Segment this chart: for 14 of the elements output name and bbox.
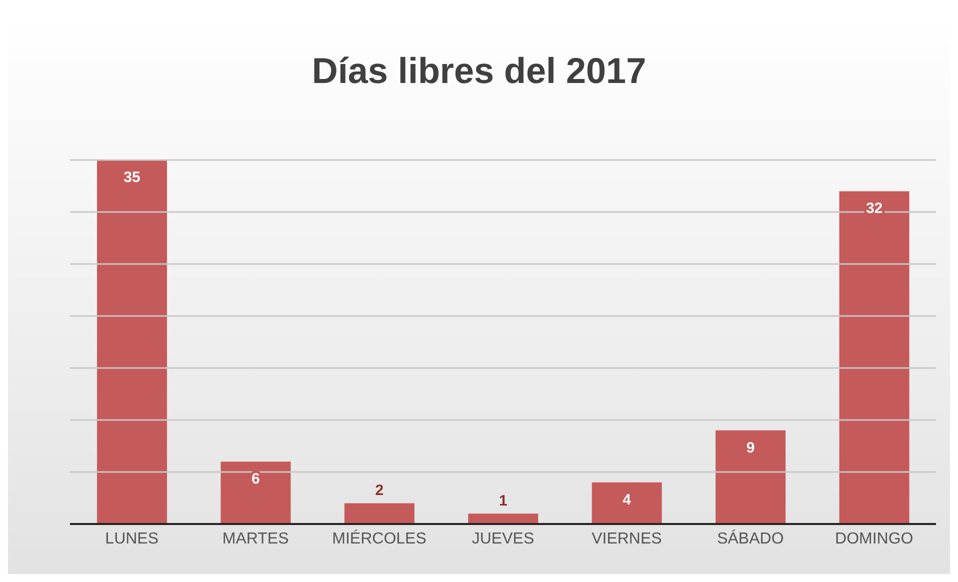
x-tick-label: JUEVES <box>472 530 534 548</box>
x-tick-label: VIERNES <box>592 530 662 548</box>
x-tick-label: LUNES <box>105 530 159 548</box>
data-label: 4 <box>622 491 632 508</box>
data-label: 35 <box>124 169 140 186</box>
data-label: 9 <box>746 439 755 456</box>
x-tick-label: MARTES <box>222 530 289 548</box>
data-label: 1 <box>498 492 508 510</box>
x-tick-label: MIÉRCOLES <box>332 529 426 548</box>
chart-title: Días libres del 2017 <box>310 49 648 93</box>
data-label: 6 <box>252 470 260 488</box>
x-tick-label: DOMINGO <box>835 530 914 548</box>
x-tick-label: SÁBADO <box>717 529 784 548</box>
data-label: 2 <box>375 482 384 500</box>
